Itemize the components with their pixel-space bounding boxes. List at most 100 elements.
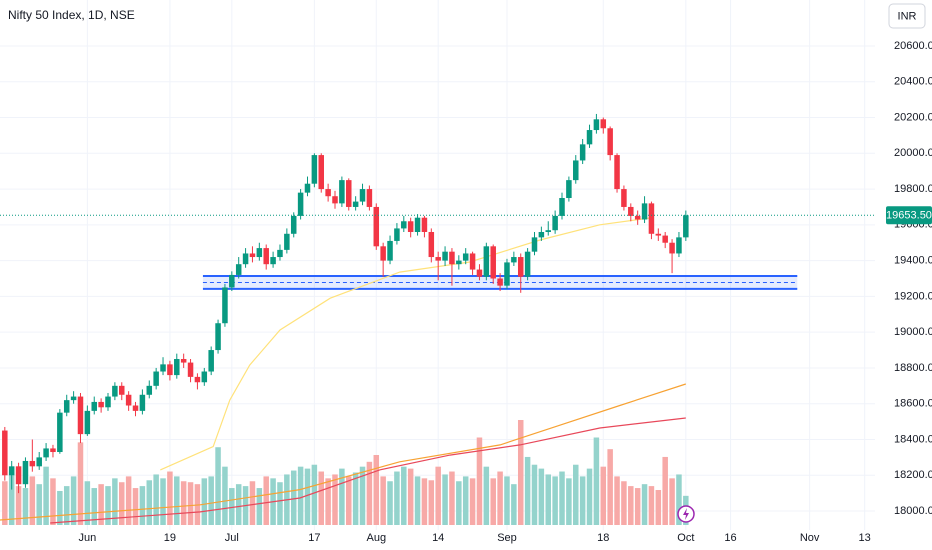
x-tick-label: Sep xyxy=(497,532,517,544)
y-tick-label: 20600.00 xyxy=(894,40,932,52)
x-tick-label: 17 xyxy=(308,532,320,544)
candle-body xyxy=(511,257,517,263)
x-tick-label: 16 xyxy=(724,532,736,544)
candle-body xyxy=(249,253,256,258)
candle-body xyxy=(600,119,607,129)
candle-body xyxy=(407,221,414,232)
volume-bar xyxy=(215,447,221,525)
volume-bar xyxy=(538,468,545,525)
candle-body xyxy=(235,264,242,275)
volume-bar xyxy=(573,464,579,525)
candle-body xyxy=(401,221,407,229)
volume-bar xyxy=(256,488,263,525)
candle-body xyxy=(469,253,476,270)
candle-body xyxy=(442,251,448,261)
candle-body xyxy=(84,410,91,435)
candle-body xyxy=(139,394,146,411)
candle-body xyxy=(187,362,194,377)
x-tick-label: Oct xyxy=(677,532,694,544)
candle-body xyxy=(91,401,97,411)
y-tick-label: 18200.00 xyxy=(894,469,932,481)
volume-bar xyxy=(318,471,324,525)
candle-body xyxy=(628,206,634,216)
volume-bar xyxy=(50,478,56,525)
volume-bar xyxy=(469,478,476,525)
candle-body xyxy=(641,203,648,220)
volume-bar xyxy=(662,456,668,525)
candle-body xyxy=(566,180,572,199)
candle-body xyxy=(50,448,56,453)
candle-body xyxy=(332,196,338,204)
candle-body xyxy=(662,235,668,243)
candle-body xyxy=(366,189,373,207)
candle-body xyxy=(290,215,297,234)
volume-bar xyxy=(84,481,91,525)
candle-body xyxy=(655,233,662,236)
volume-bar xyxy=(70,476,77,525)
volume-bar xyxy=(621,481,627,525)
volume-bar xyxy=(421,478,428,525)
volume-bar xyxy=(366,461,373,525)
candle-body xyxy=(449,251,455,265)
volume-bar xyxy=(373,455,380,525)
candle-body xyxy=(194,376,201,383)
volume-bar xyxy=(146,480,153,525)
candle-body xyxy=(421,217,428,232)
volume-bar xyxy=(263,476,269,525)
volume-bar xyxy=(566,478,572,525)
candle-body xyxy=(132,405,139,411)
candle-body xyxy=(634,215,641,220)
candle-body xyxy=(270,257,276,265)
volume-bar xyxy=(517,420,524,525)
candle-body xyxy=(98,401,104,408)
candle-body xyxy=(284,233,290,250)
volume-bar xyxy=(112,478,118,525)
candle-body xyxy=(497,278,503,286)
volume-bar xyxy=(311,464,318,525)
volume-bar xyxy=(325,478,331,525)
candle-body xyxy=(683,215,689,238)
candle-body xyxy=(125,394,132,406)
candle-body xyxy=(586,130,593,145)
candle-body xyxy=(552,215,558,231)
volume-bar xyxy=(297,466,304,525)
candle-body xyxy=(462,253,469,261)
volume-bar xyxy=(290,470,297,525)
candle-body xyxy=(380,246,386,261)
volume-bar xyxy=(174,476,180,525)
volume-bar xyxy=(8,471,15,525)
candle-body xyxy=(160,364,166,372)
candle-body xyxy=(607,128,613,156)
currency-button[interactable] xyxy=(888,3,926,29)
candle-body xyxy=(2,430,8,476)
volume-bar xyxy=(15,486,22,525)
candle-body xyxy=(311,155,318,184)
volume-bar xyxy=(387,481,393,525)
volume-bar xyxy=(346,476,352,525)
x-tick-label: Jul xyxy=(225,532,239,544)
icon-bolt xyxy=(683,508,689,520)
replay-icon[interactable] xyxy=(677,505,695,523)
chart-title: Nifty 50 Index, 1D, NSE xyxy=(8,8,135,22)
volume-bar xyxy=(167,471,173,525)
volume-bar xyxy=(132,488,139,525)
volume-bar xyxy=(229,488,235,525)
volume-bar xyxy=(579,476,586,525)
candle-body xyxy=(256,248,263,258)
volume-bar xyxy=(304,468,311,525)
candle-body xyxy=(359,189,366,202)
volume-bar xyxy=(2,481,8,525)
volume-bar xyxy=(614,476,620,525)
y-tick-label: 18400.00 xyxy=(894,433,932,445)
y-tick-label: 18800.00 xyxy=(894,362,932,374)
volume-bar xyxy=(428,480,435,525)
volume-bar xyxy=(531,464,538,525)
candle-body xyxy=(297,192,304,216)
volume-bar xyxy=(401,466,407,525)
volume-bar xyxy=(545,474,552,525)
volume-bar xyxy=(483,466,490,525)
volume-bar xyxy=(655,490,662,525)
candle-body xyxy=(648,203,655,234)
